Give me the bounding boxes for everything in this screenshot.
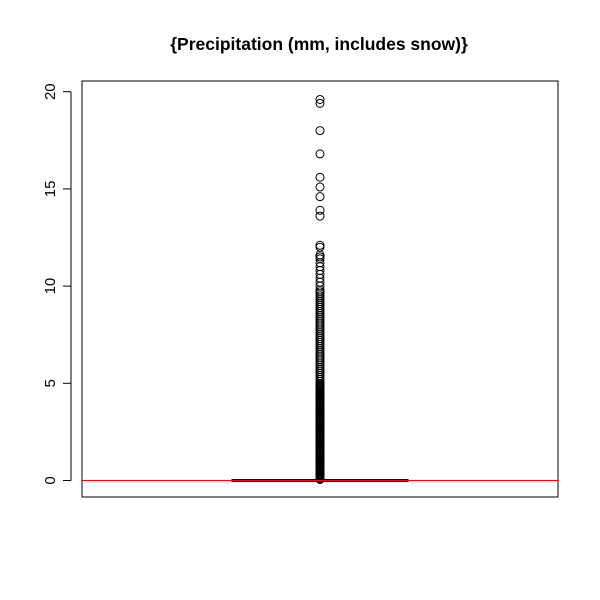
outlier-point	[315, 149, 325, 159]
outlier-point	[315, 240, 325, 250]
y-tick-label: 15	[42, 181, 59, 198]
plot-content	[82, 94, 558, 485]
outlier-point	[315, 126, 325, 136]
outlier-point	[315, 205, 325, 215]
y-tick-label: 5	[42, 379, 59, 387]
outlier-point	[315, 182, 325, 192]
outlier-point	[315, 94, 325, 104]
outlier-point	[315, 242, 325, 252]
outlier-point	[315, 211, 325, 221]
y-tick-label: 0	[42, 476, 59, 484]
y-tick-label: 10	[42, 278, 59, 295]
outlier-point	[315, 98, 325, 108]
outlier-point	[315, 192, 325, 202]
y-axis: 0 5 10 15 20	[42, 83, 72, 485]
plot-frame	[81, 80, 559, 498]
y-tick-label: 20	[42, 83, 59, 100]
chart-title: {Precipitation (mm, includes snow)}	[170, 34, 468, 54]
outlier-point	[315, 172, 325, 182]
outlier-point	[315, 252, 325, 262]
